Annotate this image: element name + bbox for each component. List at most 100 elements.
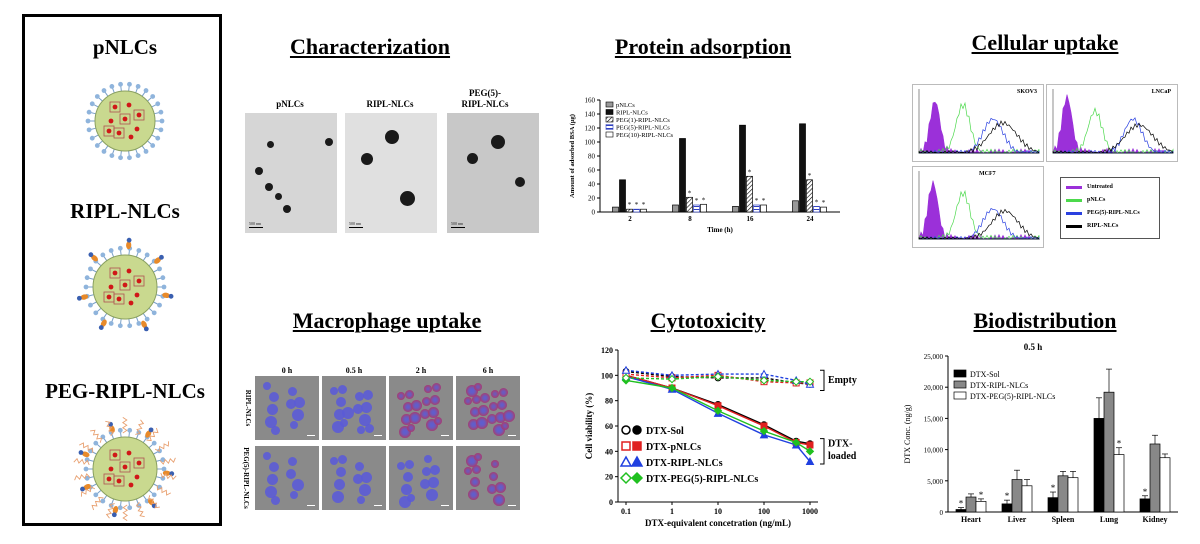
cell <box>357 426 365 434</box>
cell <box>397 392 405 400</box>
x-axis-label: DTX-equivalent concetration (ng/mL) <box>645 518 791 528</box>
bar <box>1057 475 1069 513</box>
cell <box>338 385 347 394</box>
biodistribution-chart: 0.5 h 0 5,000 10,000 15,000 20,000 25,000 DTX C… <box>903 342 1178 524</box>
cell <box>464 397 472 405</box>
y-tick-label: 120 <box>585 125 596 133</box>
bar <box>753 204 760 213</box>
bar <box>626 208 633 213</box>
tem-image-ripl-nlcs: 500 nm <box>345 113 437 233</box>
legend-swatch <box>605 109 614 115</box>
y-tick-label: 80 <box>588 153 596 161</box>
np-label-ripl-nlcs: RIPL-NLCs <box>70 199 180 223</box>
x-tick-label: Liver <box>1008 515 1027 524</box>
cell <box>422 397 431 406</box>
x-tick-label: Heart <box>961 515 981 524</box>
cell <box>422 467 431 476</box>
legend-label: PEG(1)-RIPL-NLCs <box>616 117 670 124</box>
legend-marker <box>621 425 631 435</box>
annotation-loaded-2: loaded <box>828 451 857 462</box>
legend-swatch <box>1066 211 1082 215</box>
significance-mark: * <box>642 201 646 209</box>
legend-marker <box>630 471 644 485</box>
cell <box>409 412 421 424</box>
tem-label-pnlcs: pNLCs <box>276 99 304 109</box>
bar <box>640 208 647 213</box>
significance-mark: * <box>822 199 826 207</box>
flow-curve-untreated <box>918 180 1040 241</box>
annotation-loaded-1: DTX- <box>828 438 852 449</box>
pnlc-particle-icon <box>85 81 165 161</box>
legend-label: PEG(10)-RIPL-NLCs <box>616 132 674 139</box>
y-tick-label: 10,000 <box>924 447 944 455</box>
cell <box>265 486 277 498</box>
cell <box>489 472 498 481</box>
y-tick-label: 15,000 <box>924 415 944 423</box>
legend-label: PEG(5)-RIPL-NLCs <box>1087 210 1140 216</box>
x-tick-label: 1000 <box>802 507 818 516</box>
legend-marker <box>632 441 642 451</box>
significance-mark: * <box>702 196 706 204</box>
bar <box>732 206 739 213</box>
significance-mark: * <box>815 198 819 206</box>
cell <box>503 410 515 422</box>
legend-marker <box>630 455 644 467</box>
legend-label: DTX-PEG(5)-RIPL-NLCs <box>970 392 1055 401</box>
cell <box>397 462 405 470</box>
y-axis-label: DTX Conc. (ng/g) <box>903 404 912 463</box>
significance-mark: * <box>755 197 759 205</box>
cell <box>495 482 506 493</box>
cell <box>338 455 347 464</box>
cell <box>405 460 414 469</box>
flow-label-mcf7: MCF7 <box>979 171 996 177</box>
scale-bar <box>307 435 315 436</box>
cell <box>501 422 509 430</box>
significance-mark: * <box>1143 487 1148 497</box>
x-tick-label: 1 <box>670 507 674 516</box>
legend-label: DTX-Sol <box>970 370 1001 379</box>
micrograph <box>322 376 386 440</box>
flow-legend-item: PEG(5)-RIPL-NLCs <box>1066 210 1140 216</box>
cell <box>355 462 364 471</box>
cell <box>290 421 298 429</box>
scale-bar <box>508 505 516 506</box>
bar <box>1067 477 1079 513</box>
cell <box>430 395 440 405</box>
cell <box>336 397 346 407</box>
cell <box>292 409 304 421</box>
cell <box>332 491 344 503</box>
series-line <box>625 369 811 385</box>
x-tick-label: 16 <box>747 215 755 223</box>
data-point <box>805 456 815 465</box>
data-point <box>759 426 769 436</box>
y-tick-label: 40 <box>588 181 596 189</box>
data-point <box>621 373 631 383</box>
tem-label-ripl-nlcs: RIPL-NLCs <box>366 99 414 109</box>
cell <box>267 474 278 485</box>
cell <box>468 419 479 430</box>
chart-title: 0.5 h <box>1024 342 1043 352</box>
cell <box>401 414 412 425</box>
legend-swatch <box>1066 224 1082 228</box>
cell <box>493 494 505 506</box>
cell <box>411 400 422 411</box>
cell <box>290 491 298 499</box>
data-point <box>791 377 801 386</box>
cell <box>499 388 508 397</box>
cell <box>330 387 338 395</box>
cell <box>407 424 415 432</box>
y-tick-label: 5,000 <box>927 478 943 486</box>
cell <box>267 404 278 415</box>
bar <box>792 200 799 213</box>
annotation-empty: Empty <box>828 375 857 386</box>
np-label-peg-ripl-nlcs: PEG-RIPL-NLCs <box>45 379 205 403</box>
data-point <box>805 377 815 386</box>
scale-bar <box>441 505 449 506</box>
cell <box>491 390 499 398</box>
legend-swatch <box>605 124 614 130</box>
flow-curve <box>1052 117 1174 154</box>
y-tick-label: 100 <box>601 371 613 380</box>
bar <box>955 509 967 513</box>
cell <box>265 416 277 428</box>
